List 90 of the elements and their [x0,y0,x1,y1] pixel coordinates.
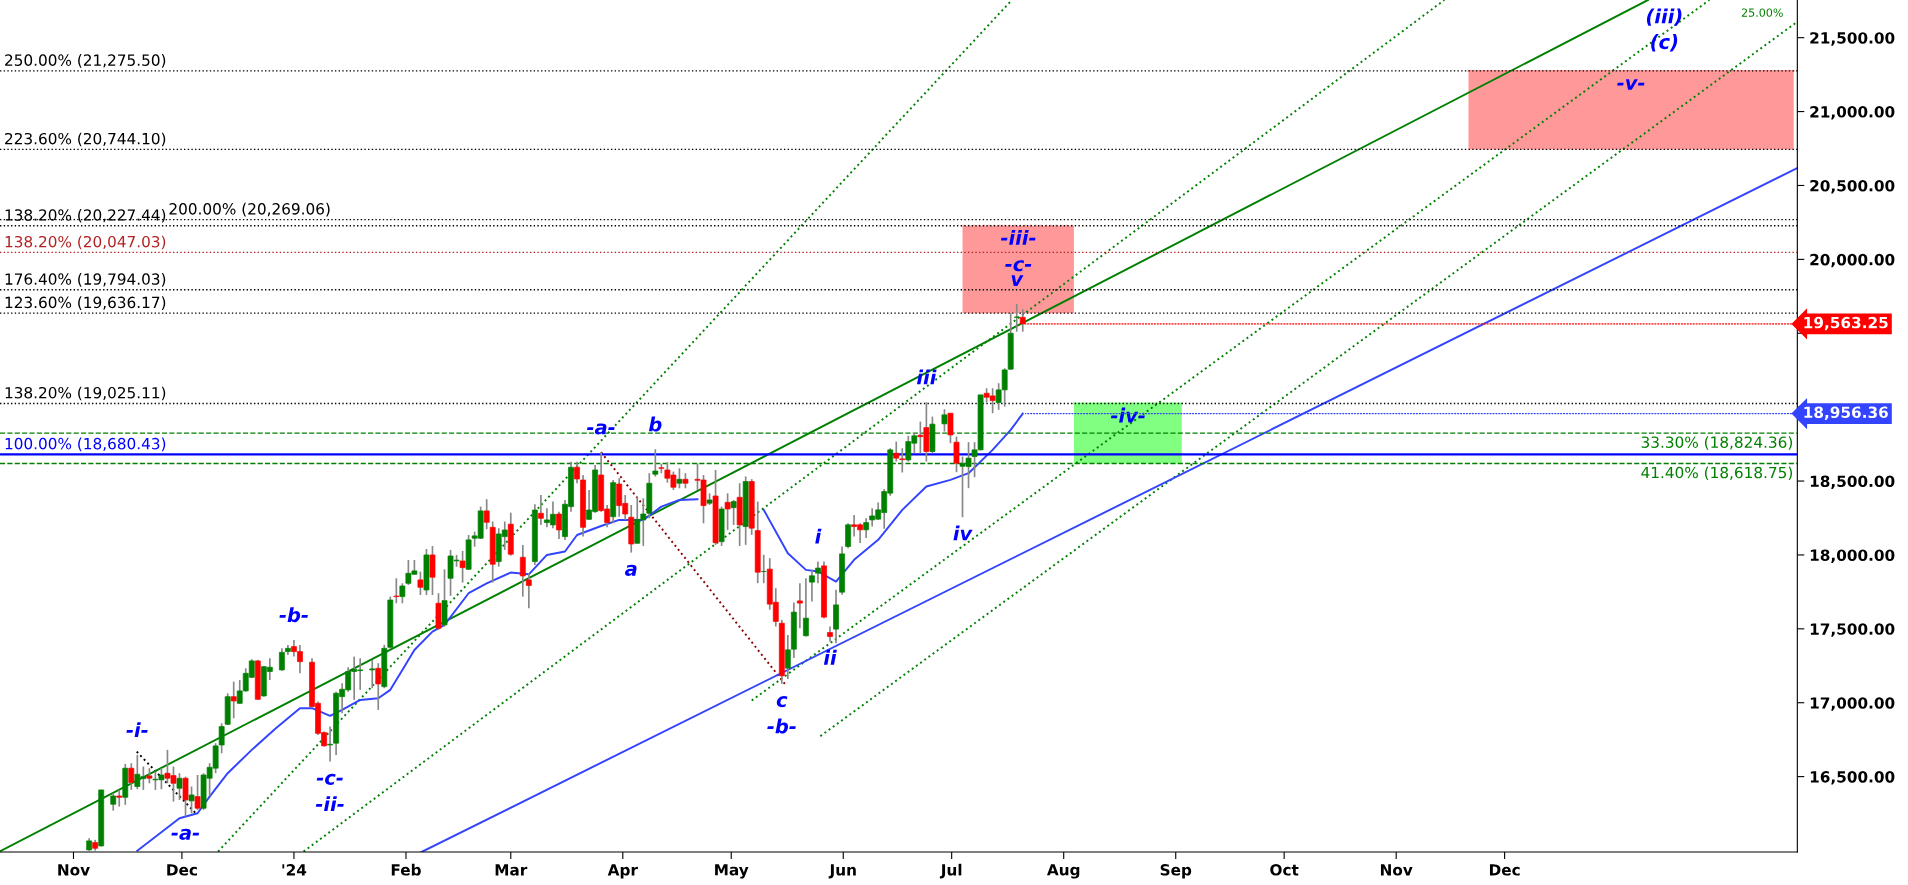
annotation: -b- [279,607,308,623]
candlestick [809,569,815,603]
candlestick [128,762,135,791]
annotation: -a- [586,423,615,435]
candlestick [116,789,123,808]
candlestick [176,772,183,801]
candlestick [194,774,201,811]
y-tick-label: 20,000.00 [1810,253,1895,268]
annotation: -iii- [1000,229,1036,245]
x-tick-label: Nov [1380,864,1413,876]
annotation: iii [916,369,937,385]
x-tick-label: Jul [939,863,962,879]
ref-line-label: 138.20% (20,047.03) [5,235,166,250]
candlestick [459,550,466,584]
x-tick-label: Aug [1046,864,1080,879]
ref-line-label: 138.20% (20,227.44) [5,208,166,223]
x-tick-label: Oct [1270,864,1299,876]
candlestick [417,570,424,596]
candlestick [525,572,532,610]
y-tick-label: 21,000.00 [1810,106,1895,120]
ref-line-label: 123.60% (19,636.17) [5,296,166,310]
ref-line-label: 250.00% (21,275.50) [5,54,166,68]
candlestick [863,517,870,539]
candlestick [188,785,195,815]
annotation: i [815,528,822,544]
series-label: 25.00% [1741,8,1783,17]
ref-line-label: 176.40% (19,794.03) [5,273,166,287]
x-tick-label: Nov [58,864,90,876]
y-tick-label: 16,500.00 [1810,771,1895,785]
y-tick-label: 17,500.00 [1810,623,1895,637]
annotation: -ii- [315,796,344,812]
annotation: -v- [1617,79,1645,90]
candlestick [375,662,382,711]
candlestick [724,492,731,531]
annotation: -a- [171,828,200,840]
candlestick [393,577,400,605]
candlestick [429,545,436,596]
candlestick [483,498,490,531]
y-tick-label: 18,500.00 [1810,475,1895,490]
ref-line-label: 33.30% (18,824.36) [1641,436,1793,450]
x-tick-label: Feb [391,863,421,876]
candlestick [230,680,237,720]
candlestick [953,435,960,474]
annotation: a [625,564,637,576]
candlestick [803,577,809,638]
ref-line-label: 41.40% (18,618.75) [1641,466,1793,481]
annotation: -b- [767,718,796,734]
annotation: -i- [126,722,148,737]
ref-line-label: 100.00% (18,680.43) [5,437,166,452]
candlestick [845,522,851,549]
annotation: v [1011,275,1024,286]
annotation: -c- [1005,260,1032,272]
candlestick [538,494,544,526]
annotation: (c) [1651,34,1678,52]
ref-line-label: 138.20% (19,025.11) [5,386,166,401]
candlestick [1013,303,1020,333]
annotation: c [776,696,788,708]
x-tick-label: Sep [1160,864,1192,879]
candlestick [327,725,333,763]
candlestick [797,582,803,630]
candlestick [676,467,683,490]
x-tick-label: Apr [607,864,638,879]
candlestick [279,647,285,672]
candlestick [519,544,526,598]
data-label: 18,956.36 [1804,406,1888,420]
annotation: (iii) [1646,8,1682,26]
ref-line-label: 200.00% (20,269.06) [169,202,330,217]
candlestick [815,560,821,585]
annotation: iv [953,525,973,541]
y-tick-label: 18,000.00 [1810,549,1895,563]
x-tick-label: Dec [167,864,197,876]
ref-line-label: 223.60% (20,744.10) [5,132,166,147]
x-tick-label: Jun [828,864,856,879]
candlestick [730,499,737,526]
x-tick-label: Mar [495,864,528,876]
candlestick [947,412,954,445]
annotation: -c- [316,773,343,785]
annotation: ii [823,649,837,665]
y-tick-label: 21,500.00 [1810,32,1895,46]
y-tick-label: 17,000.00 [1810,697,1895,711]
y-tick-label: 20,500.00 [1810,179,1895,194]
x-tick-label: Dec [1489,864,1520,876]
candlestick [369,659,376,690]
candlestick [556,510,562,540]
annotation: b [648,416,662,432]
x-tick-label: May [715,864,749,879]
text: 19,563.25 [1804,316,1888,331]
x-tick-label: '24 [282,864,307,876]
annotation: -iv- [1110,407,1145,423]
candlestick [182,775,189,818]
